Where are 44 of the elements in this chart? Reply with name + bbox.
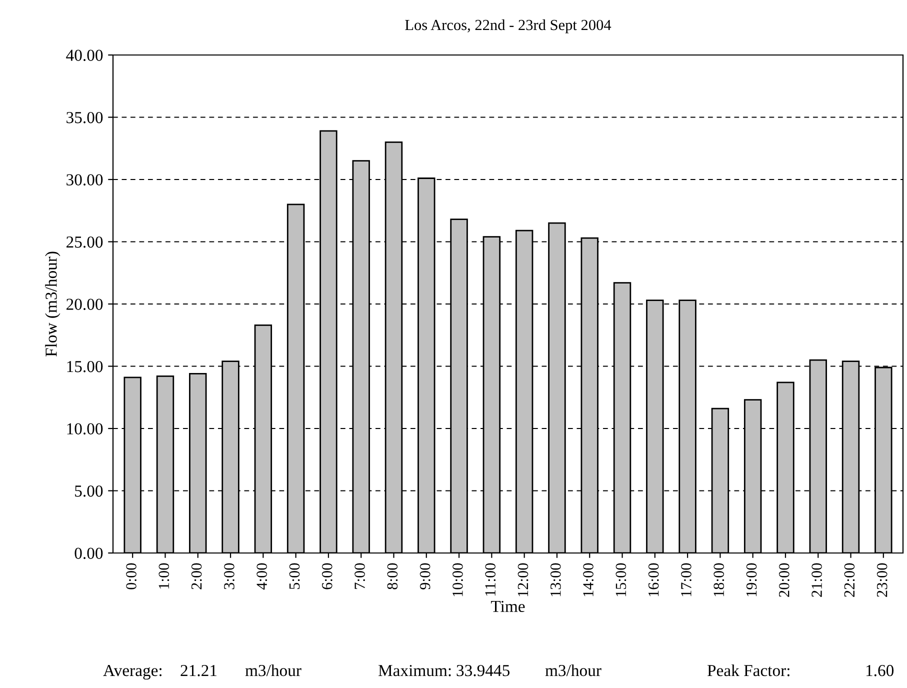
x-tick-label: 9:00	[420, 563, 430, 590]
x-tick-label: 1:00	[158, 563, 170, 589]
y-axis-title: Flow (m3/hour)	[45, 252, 60, 357]
x-tick-label: 4:00	[256, 563, 268, 590]
x-tick-label: 19:00	[746, 563, 757, 596]
text: m3/hour	[245, 664, 302, 676]
x-tick-label: 5:00	[289, 563, 300, 589]
x-tick-label: 2:00	[191, 563, 202, 590]
text: 33.9445	[456, 664, 510, 676]
y-tick-label: 15.00	[67, 360, 103, 372]
x-tick-label: 17:00	[681, 563, 692, 596]
y-tick-label: 10.00	[67, 423, 103, 435]
chart-title: Los Arcos, 22nd - 23rd Sept 2004	[405, 19, 612, 34]
x-tick-label: 0:00	[126, 563, 136, 590]
x-tick-label: 23:00	[876, 563, 888, 597]
x-tick-label: 14:00	[583, 563, 594, 596]
x-tick-label: 7:00	[354, 563, 365, 589]
y-tick-label: 40.00	[66, 50, 103, 62]
text: Peak Factor:	[707, 664, 790, 676]
text: 1.60	[866, 664, 894, 676]
x-tick-label: 12:00	[518, 563, 528, 596]
x-tick-label: 10:00	[452, 563, 463, 596]
x-tick-label: 8:00	[387, 563, 398, 590]
y-tick-label: 30.00	[66, 174, 103, 186]
y-tick-label: 0.00	[74, 548, 103, 560]
text: Maximum:	[378, 664, 451, 676]
x-tick-label: 6:00	[322, 563, 332, 590]
y-tick-label: 25.00	[66, 236, 103, 248]
y-tick-label: 5.00	[75, 485, 103, 497]
x-tick-label: 15:00	[616, 563, 626, 596]
x-tick-label: 11:00	[485, 563, 496, 596]
x-tick-label: 18:00	[714, 563, 724, 596]
x-tick-label: 22:00	[844, 563, 855, 597]
y-tick-label: 20.00	[66, 298, 103, 310]
x-tick-label: 13:00	[550, 563, 561, 596]
text: m3/hour	[545, 664, 602, 676]
y-tick-label: 35.00	[66, 112, 103, 124]
x-tick-label: 16:00	[648, 563, 659, 596]
x-axis-title: Time	[491, 600, 525, 612]
x-tick-label: 3:00	[224, 563, 234, 590]
x-tick-label: 21:00	[812, 563, 822, 597]
x-tick-label: 20:00	[778, 563, 790, 597]
text: 21.21	[180, 664, 216, 676]
text: Average:	[103, 664, 162, 680]
